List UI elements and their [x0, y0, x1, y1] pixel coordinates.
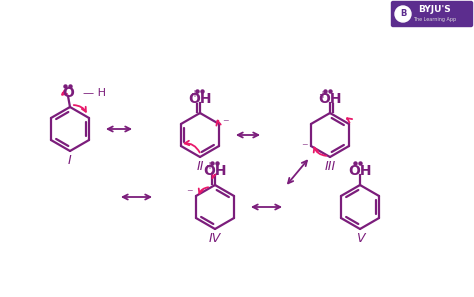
Text: III: III — [324, 160, 336, 173]
Text: +: + — [318, 90, 326, 100]
Text: I: I — [68, 154, 72, 168]
Circle shape — [395, 6, 411, 22]
Text: +: + — [190, 89, 198, 99]
Text: ⁻: ⁻ — [187, 187, 193, 200]
Text: ⁻: ⁻ — [222, 118, 228, 130]
Text: V: V — [356, 233, 364, 246]
Text: OH: OH — [318, 92, 342, 106]
Text: +: + — [205, 161, 213, 171]
Text: II: II — [196, 160, 204, 173]
Text: BYJU'S: BYJU'S — [419, 6, 451, 15]
Text: B: B — [400, 10, 406, 18]
Text: ⁻: ⁻ — [301, 141, 308, 154]
FancyBboxPatch shape — [392, 1, 473, 26]
Text: The Learning App: The Learning App — [413, 17, 456, 21]
Text: — H: — H — [83, 88, 106, 98]
Text: OH: OH — [188, 92, 212, 106]
Text: OH: OH — [348, 164, 372, 178]
Text: O: O — [62, 86, 74, 100]
Text: IV: IV — [209, 233, 221, 246]
Text: OH: OH — [203, 164, 227, 178]
